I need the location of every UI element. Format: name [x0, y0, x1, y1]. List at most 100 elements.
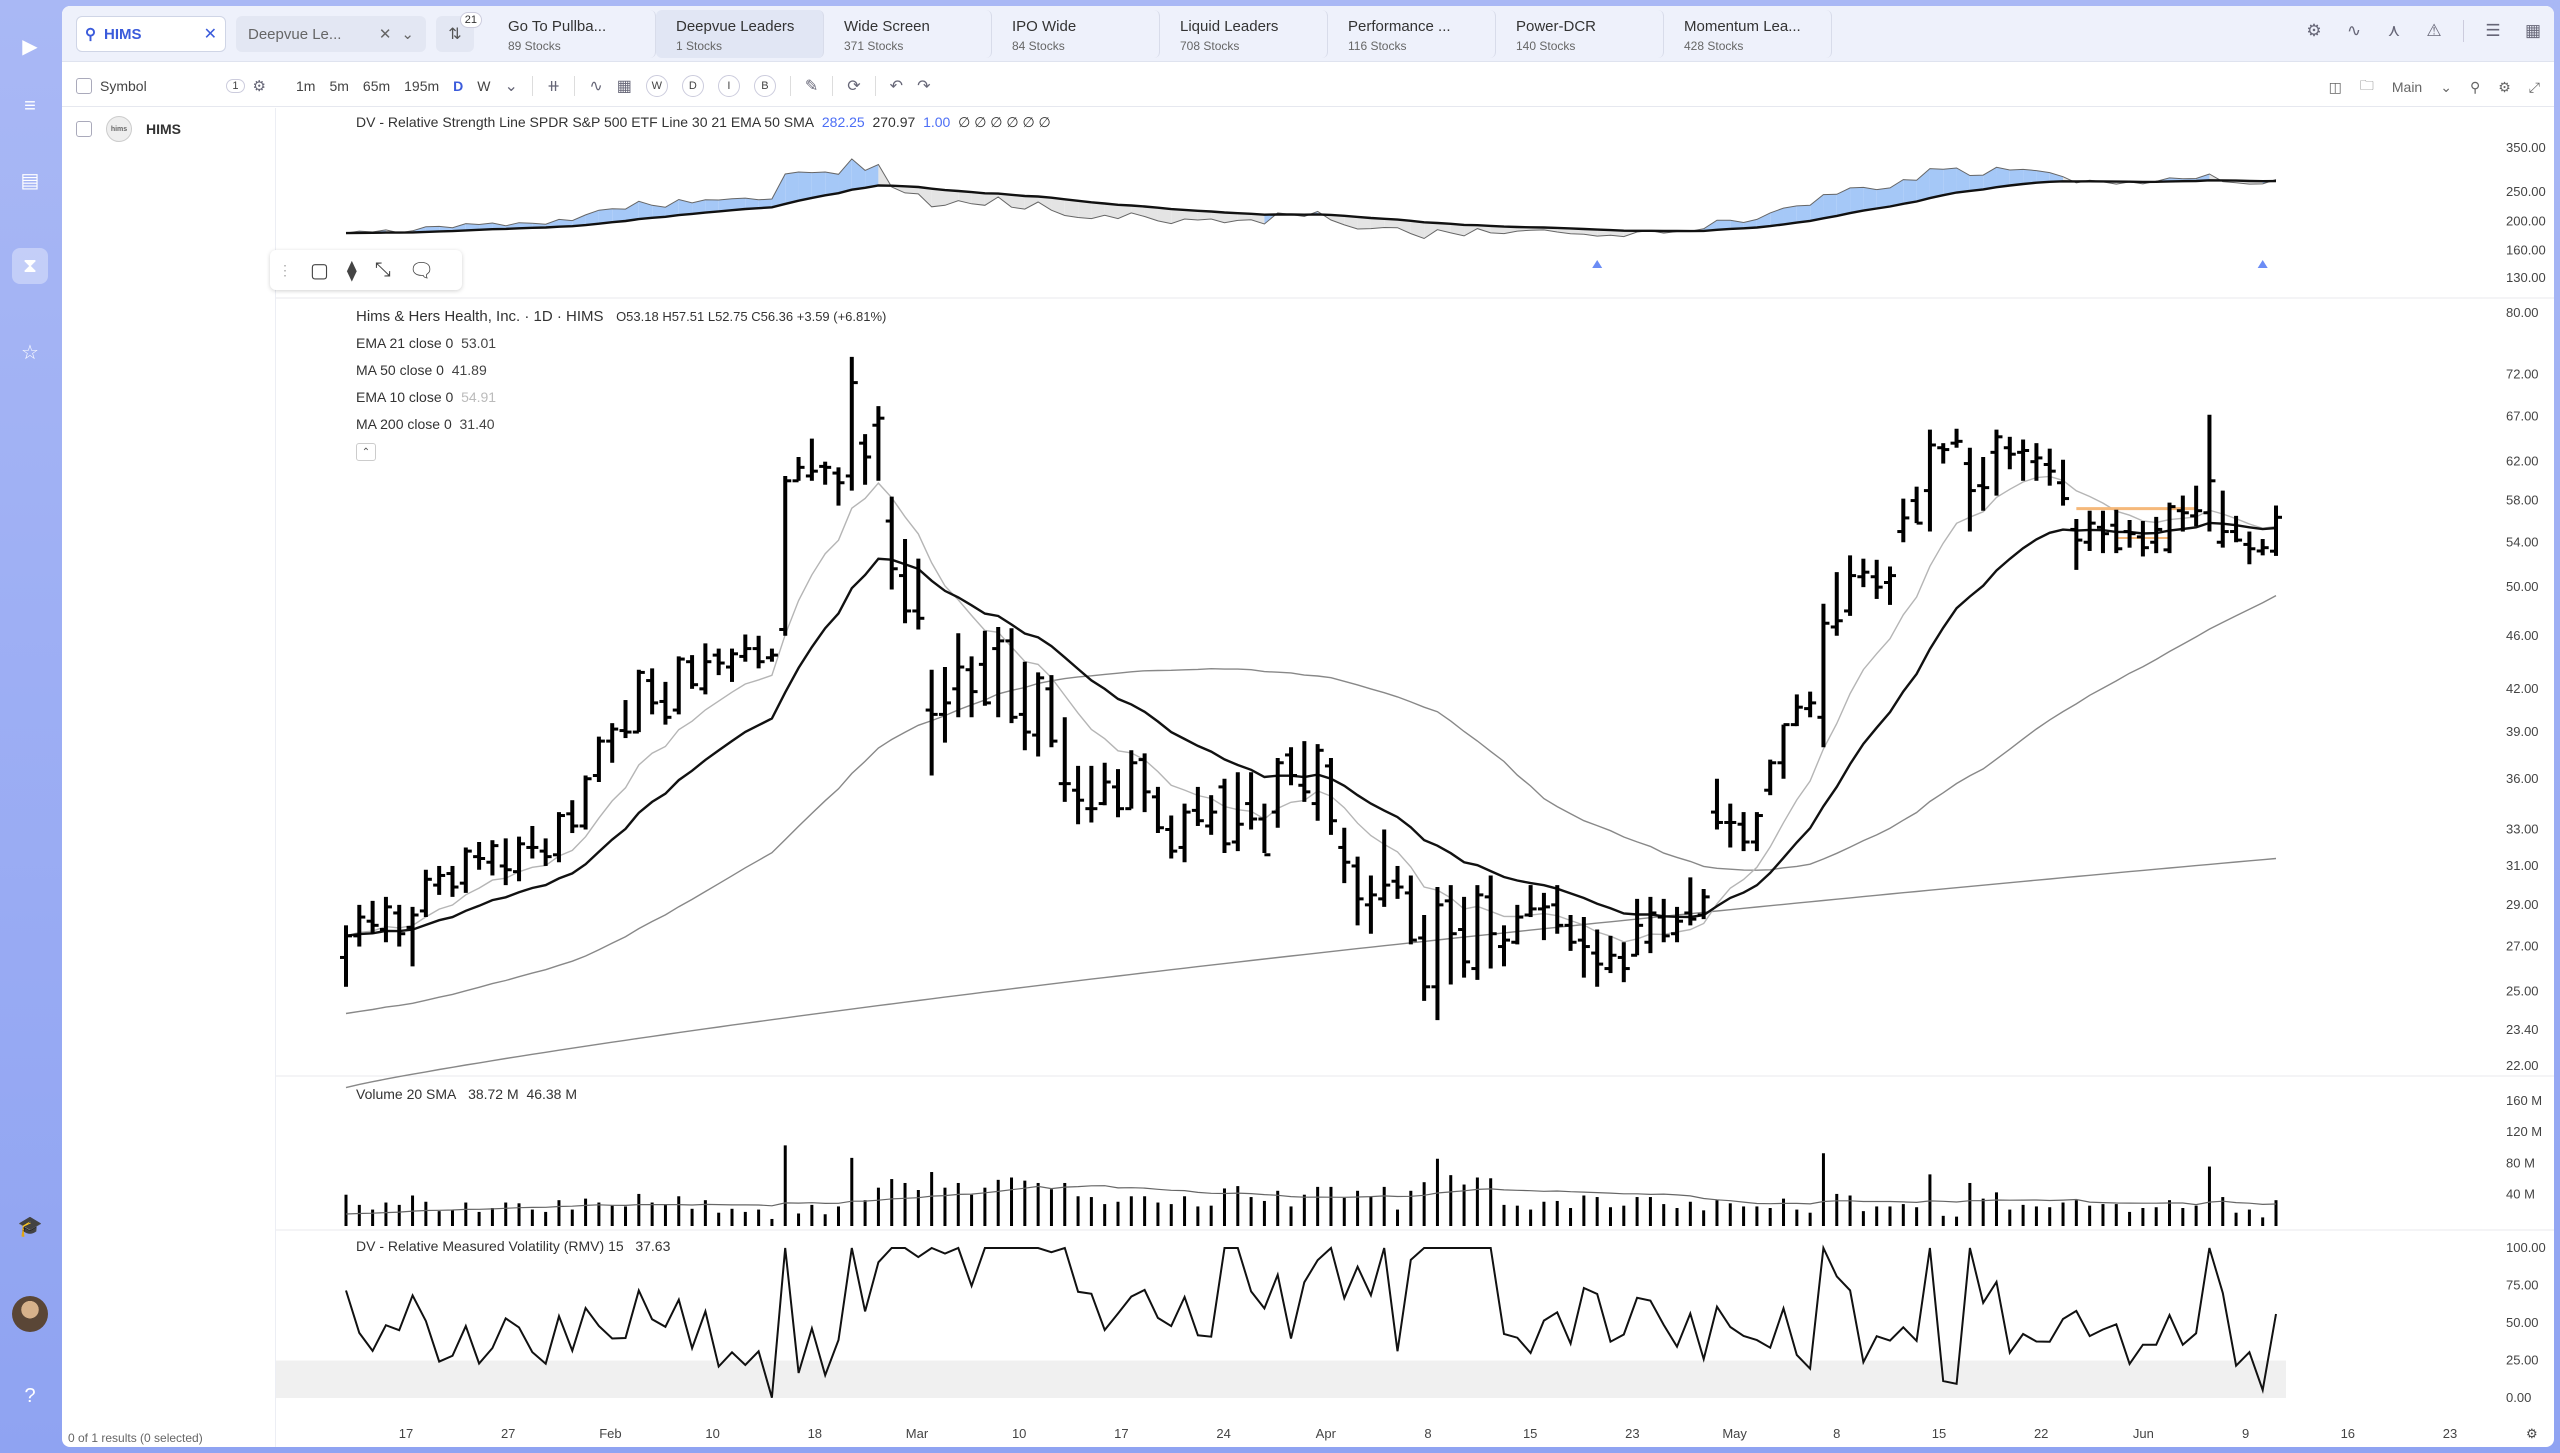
bar-type-icon[interactable]: ⧺ [546, 78, 561, 95]
ohlc-bar [965, 656, 978, 718]
refresh-icon[interactable]: ⟳ [847, 78, 861, 95]
watchlist-select[interactable]: Deepvue Le... ✕ ⌄ [236, 16, 426, 52]
row-checkbox[interactable] [76, 121, 92, 137]
settings-icon[interactable]: ⚙ [2498, 78, 2511, 95]
clear-search-icon[interactable]: ✕ [203, 26, 217, 43]
indicators-icon[interactable]: ∿ [589, 78, 603, 95]
ohlc-bar [1484, 875, 1497, 969]
ma200-line [345, 857, 2277, 1089]
list-item[interactable]: hims HIMS [76, 116, 181, 142]
rectangle-tool-icon[interactable]: ▢ [310, 259, 329, 282]
redo-icon[interactable]: ↷ [917, 78, 931, 95]
indicator-ma200[interactable]: MA 200 close 0 31.40 [356, 416, 495, 432]
left-sidebar: ▶ ≡ ▤ ⧗ ☆ 🎓 ? [0, 0, 60, 1453]
x-axis-label: Feb [599, 1426, 621, 1441]
rs-value-3: 1.00 [923, 114, 951, 130]
chevron-down-icon[interactable]: ⌄ [504, 78, 518, 95]
share-icon[interactable]: ⚙ [2306, 21, 2322, 40]
close-icon[interactable]: ✕ [378, 26, 392, 43]
volume-title: Volume 20 SMA [356, 1086, 457, 1102]
settings-icon[interactable]: ⚙ [2526, 1426, 2538, 1441]
period-button-D[interactable]: D [681, 75, 704, 97]
select-all-checkbox[interactable] [76, 78, 92, 94]
tab-watchlist[interactable]: IPO Wide 84 Stocks [992, 10, 1160, 58]
indicator-ma50[interactable]: MA 50 close 0 41.89 [356, 362, 487, 378]
tab-watchlist[interactable]: Wide Screen 371 Stocks [824, 10, 992, 58]
alert-icon[interactable]: ⚠ [2426, 21, 2442, 40]
timeframe-W[interactable]: W [477, 78, 491, 94]
ohlc-bar [1085, 765, 1098, 823]
layout-name[interactable]: Main [2391, 79, 2423, 95]
list-view-icon[interactable]: ☰ [2485, 21, 2501, 40]
ohlc-bar [2150, 516, 2163, 554]
indicator-ema21[interactable]: EMA 21 close 0 53.01 [356, 335, 496, 351]
ohlc-bar [1191, 786, 1204, 826]
ohlc-readout: O53.18 H57.51 L52.75 C56.36 +3.59 (+6.81… [616, 309, 887, 324]
ohlc-bar [2243, 531, 2256, 565]
tab-watchlist[interactable]: Power-DCR 140 Stocks [1496, 10, 1664, 58]
rs-fill [1823, 194, 1837, 219]
compare-icon[interactable]: ⋏ [2387, 21, 2401, 40]
comment-tool-icon[interactable]: 🗨 [408, 259, 435, 282]
period-button-B[interactable]: B [753, 75, 776, 97]
fullscreen-icon[interactable]: ⤢ [2528, 78, 2540, 95]
indicator-ema10[interactable]: EMA 10 close 0 54.91 [356, 389, 496, 405]
collapse-legend-button[interactable]: ⌃ [356, 443, 376, 461]
rs-fill [1850, 187, 1864, 214]
rs-fill [1184, 209, 1198, 221]
chart-area[interactable]: 350.00 250.00 200.00 160.00 130.00 80.00 72.00… [270, 108, 2554, 1447]
chevron-down-icon[interactable]: ⌄ [401, 26, 414, 43]
symbol-column-label[interactable]: Symbol [100, 78, 147, 94]
rs-fill [665, 199, 679, 217]
indicators-icon[interactable]: ∿ [2346, 21, 2362, 40]
ohlc-bar [1591, 929, 1604, 987]
tab-watchlist[interactable]: Go To Pullba... 89 Stocks [488, 10, 656, 58]
rs-fill [479, 222, 493, 230]
tab-watchlist[interactable]: Momentum Lea... 428 Stocks [1664, 10, 1832, 58]
timeframe-D[interactable]: D [453, 78, 464, 94]
volume-axis-label: 160 M [2506, 1093, 2542, 1108]
logo-play-icon[interactable]: ▶ [22, 35, 38, 58]
timeframe-5m[interactable]: 5m [329, 78, 349, 94]
timeframe-1m[interactable]: 1m [296, 78, 316, 94]
price-axis-label: 36.00 [2506, 771, 2539, 786]
tab-label: Go To Pullba... [508, 18, 607, 35]
folder-icon[interactable]: 🗀 [2359, 77, 2374, 93]
layout-icon[interactable]: ◫ [2328, 78, 2342, 95]
ohlc-bar [1391, 865, 1404, 899]
tab-watchlist[interactable]: Performance ... 116 Stocks [1328, 10, 1496, 58]
timeframe-65m[interactable]: 65m [362, 78, 391, 94]
timeframe-195m[interactable]: 195m [404, 78, 440, 94]
results-footer: 0 of 1 results (0 selected) [68, 1431, 203, 1445]
chart-canvas[interactable]: 350.00250.00200.00160.00130.0080.0072.00… [276, 108, 2554, 1447]
tab-watchlist[interactable]: Liquid Leaders 708 Stocks [1160, 10, 1328, 58]
fib-tool-icon[interactable]: ⧫ [346, 259, 357, 282]
rs-fill [931, 188, 945, 207]
period-button-I[interactable]: I [717, 75, 740, 97]
drawing-toolbar: ⋮ ▢ ⧫ ⤡ 🗨 [270, 250, 462, 290]
avatar[interactable] [12, 1296, 48, 1332]
trendline-tool-icon[interactable]: ⤡ [374, 258, 391, 281]
education-icon[interactable]: 🎓 [17, 1215, 43, 1238]
draw-icon[interactable]: ✎ [804, 78, 819, 95]
undo-icon[interactable]: ↶ [889, 78, 904, 95]
ohlc-bar [1165, 815, 1178, 859]
charts-icon[interactable]: ⧗ [12, 248, 48, 284]
menu-icon[interactable]: ≡ [24, 94, 36, 117]
drag-handle-icon[interactable]: ⋮ [278, 261, 292, 278]
ohlc-bar [819, 461, 832, 485]
templates-icon[interactable]: ▦ [616, 78, 632, 95]
zoom-icon[interactable]: ⚲ [2469, 78, 2481, 95]
grid-view-icon[interactable]: ▦ [2524, 21, 2542, 40]
star-icon[interactable]: ☆ [21, 341, 39, 364]
indicator-value: 53.01 [461, 335, 497, 351]
chevron-down-icon[interactable]: ⌄ [2440, 78, 2452, 95]
tab-watchlist[interactable]: Deepvue Leaders 1 Stocks [656, 10, 824, 58]
sort-button[interactable]: ⇅ 21 [436, 12, 482, 52]
period-button-W[interactable]: W [645, 75, 668, 97]
rs-fill [825, 172, 839, 196]
watchlist-icon[interactable]: ▤ [20, 169, 40, 192]
gear-icon[interactable]: ⚙ [252, 78, 266, 95]
help-icon[interactable]: ? [24, 1384, 36, 1407]
search-input[interactable]: ⚲ HIMS ✕ [76, 16, 226, 52]
